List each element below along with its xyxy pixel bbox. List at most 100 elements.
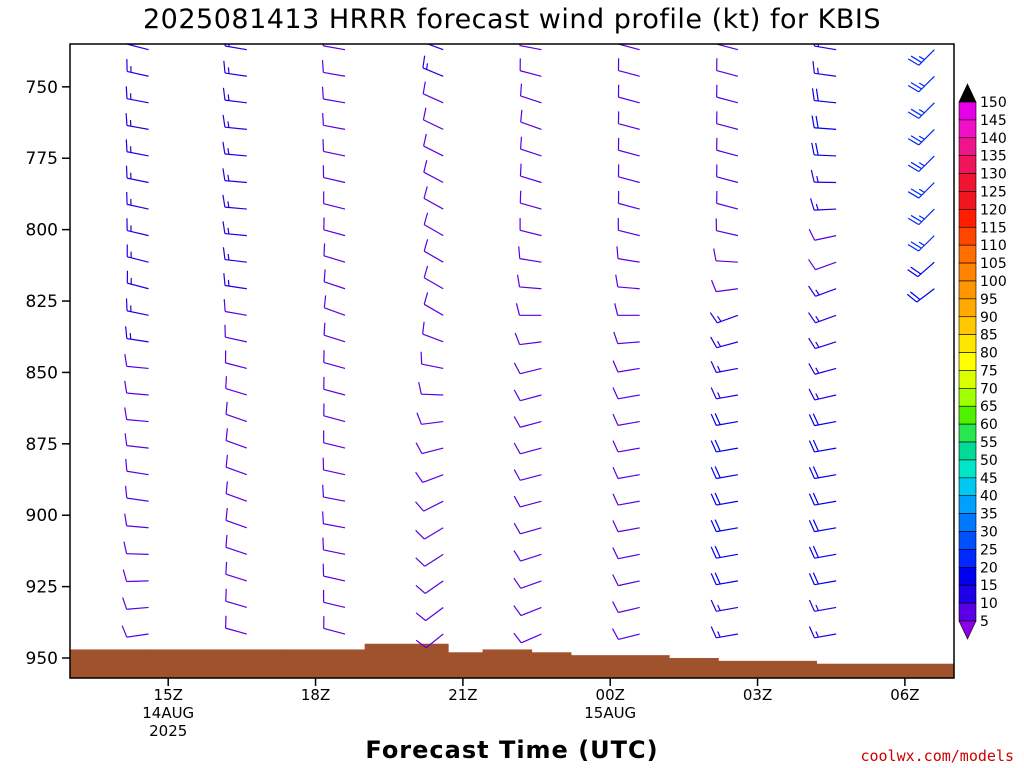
- wind-barb: [121, 625, 149, 638]
- wind-barb: [808, 439, 837, 453]
- wind-barb: [125, 165, 149, 184]
- wind-barb: [614, 303, 640, 316]
- wind-barb: [323, 269, 346, 290]
- x-tick-label: 15AUG: [584, 704, 636, 722]
- x-tick-label: 14AUG: [142, 704, 194, 722]
- wind-barb: [513, 362, 542, 375]
- wind-barb: [907, 182, 935, 199]
- wind-barb: [518, 246, 542, 263]
- wind-barb: [415, 553, 444, 567]
- wind-barb: [418, 381, 444, 396]
- wind-barb: [612, 547, 640, 560]
- colorbar-label: 100: [980, 274, 1007, 290]
- wind-barb: [513, 577, 542, 589]
- colorbar-swatch: [958, 155, 977, 174]
- wind-barb: [716, 111, 739, 130]
- wind-barb: [907, 208, 935, 226]
- x-tick-label: 00Z: [596, 686, 625, 704]
- terrain-block: [286, 649, 366, 678]
- wind-barb: [225, 401, 247, 423]
- wind-barb: [710, 626, 739, 639]
- wind-barb: [808, 626, 837, 639]
- y-tick-label: 900: [26, 506, 58, 526]
- wind-barb: [617, 111, 640, 130]
- wind-barb: [70, 474, 71, 476]
- wind-barb: [907, 75, 935, 93]
- wind-barb: [710, 279, 738, 293]
- colorbar-bottom-cap: [958, 620, 977, 640]
- wind-barb: [612, 413, 640, 426]
- colorbar-label: 45: [980, 471, 998, 487]
- wind-barb: [70, 129, 71, 131]
- wind-barb: [811, 88, 837, 104]
- colorbar-label: 130: [980, 167, 1007, 183]
- wind-barb: [423, 265, 444, 290]
- wind-barb: [615, 274, 640, 290]
- wind-barb: [423, 212, 444, 237]
- wind-barb: [612, 387, 640, 400]
- wind-barb: [70, 315, 71, 317]
- wind-barb: [322, 484, 346, 502]
- wind-barb: [808, 466, 837, 480]
- wind-barb: [323, 616, 346, 635]
- wind-barb: [123, 541, 149, 555]
- wind-barb: [225, 508, 248, 529]
- wind-barb: [513, 416, 542, 428]
- wind-barb: [415, 500, 444, 512]
- colorbar-label: 60: [980, 417, 998, 433]
- wind-barbs-layer: [70, 44, 935, 649]
- wind-barb: [70, 49, 71, 51]
- wind-barb: [122, 569, 149, 583]
- wind-barb: [70, 102, 71, 104]
- wind-barb: [70, 394, 71, 396]
- wind-barb: [224, 44, 247, 51]
- wind-barb: [519, 83, 542, 104]
- colorbar-label: 25: [980, 542, 998, 558]
- colorbar-swatch: [958, 405, 977, 425]
- y-tick-label: 875: [26, 435, 58, 455]
- colorbar-label: 40: [980, 489, 998, 505]
- wind-barb: [808, 492, 837, 506]
- wind-barb: [616, 246, 640, 263]
- wind-barb: [126, 270, 149, 290]
- wind-barb: [125, 86, 149, 104]
- wind-barb: [513, 522, 542, 535]
- wind-barb: [612, 466, 640, 480]
- wind-barb: [415, 471, 444, 483]
- wind-barb: [70, 527, 71, 529]
- wind-barb: [617, 84, 640, 104]
- wind-barb: [323, 322, 346, 343]
- wind-barb: [126, 218, 149, 237]
- wind-barb: [125, 326, 149, 343]
- wind-barb: [126, 59, 149, 77]
- colorbar-label: 15: [980, 578, 998, 594]
- colorbar-label: 150: [980, 95, 1007, 111]
- wind-barb: [423, 133, 444, 157]
- wind-barb: [70, 554, 71, 556]
- wind-barb: [513, 550, 542, 562]
- wind-barb: [422, 81, 444, 104]
- wind-barb: [321, 86, 346, 104]
- wind-barb: [617, 58, 640, 77]
- wind-barb: [322, 112, 346, 130]
- wind-barb: [617, 217, 640, 237]
- wind-barb: [716, 84, 739, 104]
- wind-barb: [426, 44, 444, 51]
- wind-barb: [514, 332, 542, 346]
- wind-barb: [322, 44, 346, 51]
- wind-barb: [422, 55, 444, 77]
- wind-barb: [422, 321, 444, 343]
- wind-barb: [513, 495, 542, 508]
- colorbar-label: 120: [980, 202, 1007, 218]
- terrain-block: [669, 658, 719, 678]
- wind-barb: [907, 49, 935, 66]
- wind-barb: [907, 155, 935, 173]
- wind-barb: [519, 136, 542, 157]
- wind-barb: [323, 350, 346, 370]
- wind-barb: [423, 292, 444, 316]
- terrain-block: [816, 663, 954, 678]
- wind-barb: [322, 457, 346, 476]
- wind-barb: [812, 60, 837, 77]
- colorbar-label: 140: [980, 131, 1007, 147]
- wind-barb: [710, 413, 739, 426]
